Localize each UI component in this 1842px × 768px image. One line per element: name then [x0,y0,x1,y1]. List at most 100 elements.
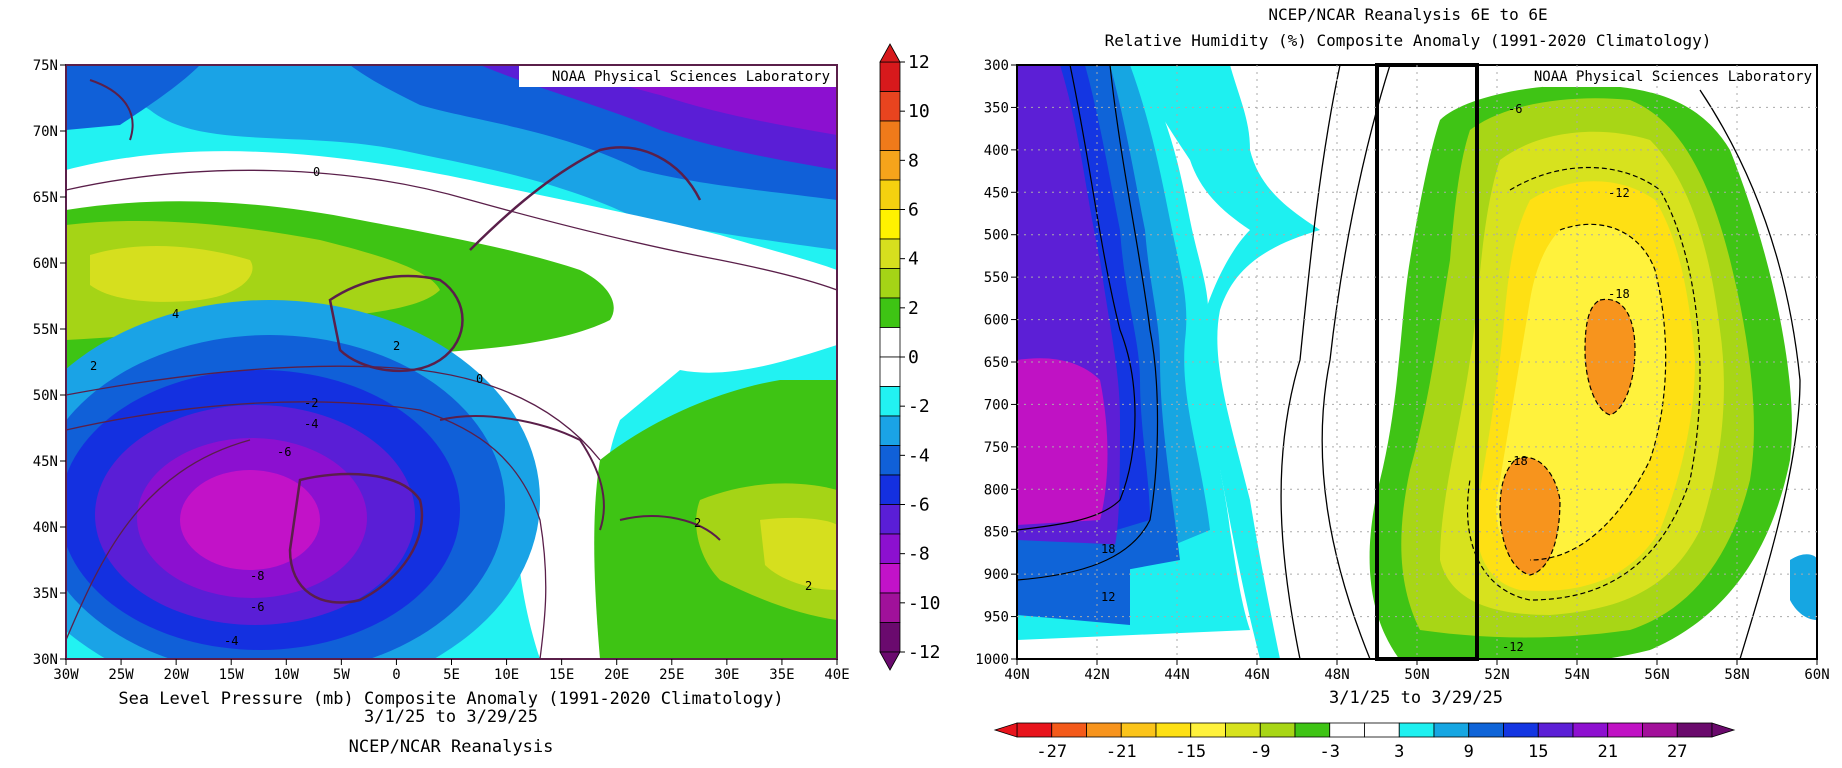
rh-contour-label: -6 [1508,102,1522,116]
rh-y-tick-label: 350 [984,100,1009,116]
slp-x-tick-label: 0 [392,667,400,683]
slp-colorbar-swatch [879,209,901,240]
slp-colorbar-swatch [879,356,901,387]
slp-colorbar-label: 10 [908,101,930,122]
rh-credit-box [1543,66,1816,87]
slp-colorbar-top-arrow [879,43,901,63]
rh-colorbar-swatch [1155,722,1192,738]
slp-colorbar: 12 10 8 6 4 2 0 -2 -4 -6 -8 -10 -12 [879,43,941,671]
slp-colorbar-swatch [879,61,901,92]
rh-colorbar-label: -27 [1036,742,1067,762]
slp-colorbar-label: -10 [908,593,941,614]
slp-colorbar-swatch [879,268,901,299]
rh-colorbar-swatch [1433,722,1470,738]
slp-colorbar-swatch [879,386,901,417]
slp-contour-label: 2 [694,516,701,530]
slp-colorbar-swatch [879,533,901,564]
slp-x-tick-label: 35E [769,667,794,683]
rh-credit: NOAA Physical Sciences Laboratory [1534,69,1812,85]
rh-y-tick-label: 300 [984,58,1009,74]
rh-x-tick-label: 46N [1244,667,1269,683]
rh-colorbar-left-arrow [993,722,1018,738]
slp-colorbar-swatch [879,120,901,151]
rh-colorbar-label: 27 [1667,742,1687,762]
slp-x-tick-label: 15E [549,667,574,683]
rh-x-axis: 40N 42N 44N 46N 48N 50N 52N 54N 56N 58N 60N [1004,65,1830,683]
slp-colorbar-swatch [879,150,901,181]
slp-x-tick-label: 20E [604,667,629,683]
rh-y-tick-label: 600 [984,313,1009,329]
rh-colorbar-swatch [1503,722,1539,738]
slp-credit-box [519,66,836,87]
rh-colorbar-swatch [1607,722,1643,738]
slp-x-tick-label: 30W [53,667,79,683]
rh-colorbar-swatch [1294,722,1331,738]
rh-x-tick-label: 54N [1564,667,1589,683]
rh-y-tick-label: 900 [984,567,1009,583]
slp-colorbar-swatch [879,504,901,535]
slp-colorbar-label: -4 [908,445,930,466]
rh-contour-label: -18 [1608,287,1630,301]
rh-colorbar-right-arrow [1711,722,1736,738]
slp-colorbar-label: 0 [908,347,919,368]
rh-x-tick-label: 60N [1804,667,1829,683]
slp-contour-label: -8 [250,569,264,583]
slp-y-tick-label: 75N [33,58,58,74]
slp-credit: NOAA Physical Sciences Laboratory [552,69,830,85]
rh-y-tick-label: 500 [984,228,1009,244]
slp-colorbar-swatch [879,592,901,623]
rh-colorbar: -27 -21 -15 -9 -3 3 9 15 21 27 [993,722,1736,762]
rh-colorbar-swatch [1572,722,1609,738]
slp-map-panel: NOAA Physical Sciences Laboratory 0 4 2 … [33,58,850,757]
slp-y-tick-label: 50N [33,388,58,404]
slp-colorbar-swatch [879,622,901,653]
slp-contour-label: -4 [224,634,238,648]
rh-y-tick-label: 800 [984,482,1009,498]
slp-colorbar-swatch [879,415,901,446]
rh-y-tick-label: 950 [984,610,1009,626]
rh-colorbar-swatch [1190,722,1226,738]
slp-y-tick-label: 40N [33,520,58,536]
rh-contour-label: -12 [1502,640,1524,654]
slp-colorbar-swatch [879,474,901,505]
slp-colorbar-label: 4 [908,249,919,270]
rh-colorbar-label: 9 [1464,742,1474,762]
rh-x-tick-label: 44N [1164,667,1189,683]
slp-x-tick-label: 5W [333,667,350,683]
slp-x-tick-label: 40E [824,667,849,683]
slp-contour-label: 0 [476,372,483,386]
slp-y-tick-label: 65N [33,190,58,206]
slp-y-tick-label: 30N [33,652,58,668]
slp-y-tick-label: 45N [33,454,58,470]
rh-colorbar-label: 3 [1394,742,1404,762]
rh-title: NCEP/NCAR Reanalysis 6E to 6E [1268,5,1547,24]
rh-x-tick-label: 56N [1644,667,1669,683]
rh-x-tick-label: 52N [1484,667,1509,683]
slp-x-tick-label: 20W [163,667,189,683]
rh-colorbar-swatch [1537,722,1574,738]
slp-contour-label: 2 [805,579,812,593]
rh-contour-label: -18 [1506,454,1528,468]
rh-colorbar-label: 15 [1528,742,1548,762]
rh-y-tick-label: 700 [984,397,1009,413]
slp-colorbar-label: -2 [908,396,930,417]
rh-colorbar-label: 21 [1598,742,1618,762]
rh-colorbar-swatch [1676,722,1713,738]
rh-colorbar-swatch [1120,722,1157,738]
slp-colorbar-swatch [879,179,901,210]
rh-colorbar-swatch [1329,722,1365,738]
rh-y-tick-label: 850 [984,525,1009,541]
rh-colorbar-swatch [1642,722,1678,738]
rh-x-tick-label: 58N [1724,667,1749,683]
rh-y-tick-label: 400 [984,143,1009,159]
slp-colorbar-swatch [879,297,901,328]
rh-contour-labels: -6 -12 -18 -18 -12 18 12 [1101,102,1630,654]
slp-colorbar-swatch [879,238,901,269]
slp-y-tick-label: 60N [33,256,58,272]
slp-contour-labels: 0 4 2 2 0 -2 -4 -6 -8 -6 -4 2 2 [90,165,812,648]
slp-colorbar-swatch [879,445,901,476]
rh-colorbar-swatch [1364,722,1400,738]
rh-colorbar-swatch [1468,722,1504,738]
rh-y-tick-label: 550 [984,270,1009,286]
slp-contour-label: -2 [304,396,318,410]
